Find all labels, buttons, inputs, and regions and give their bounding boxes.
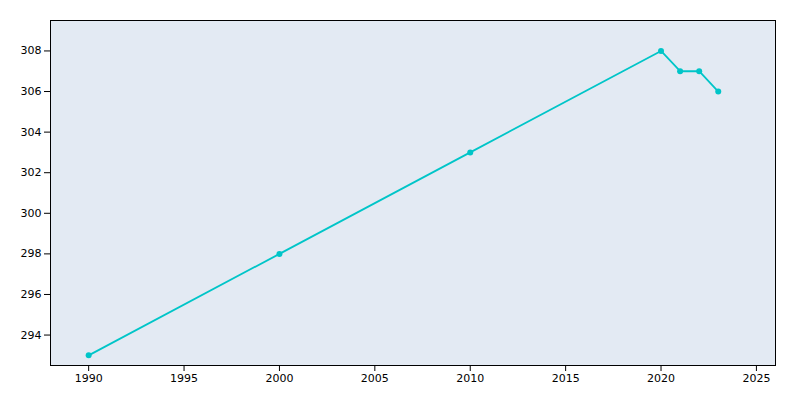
svg-text:2025: 2025 [742,372,770,385]
svg-text:2005: 2005 [361,372,389,385]
svg-text:1990: 1990 [75,372,103,385]
svg-text:300: 300 [21,207,42,220]
svg-text:2015: 2015 [552,372,580,385]
svg-text:296: 296 [21,288,42,301]
svg-text:1995: 1995 [170,372,198,385]
svg-text:2000: 2000 [265,372,293,385]
svg-text:2020: 2020 [647,372,675,385]
svg-text:308: 308 [21,44,42,57]
svg-text:302: 302 [21,166,42,179]
svg-text:306: 306 [21,85,42,98]
svg-text:304: 304 [21,126,42,139]
svg-text:294: 294 [21,329,42,342]
svg-text:298: 298 [21,247,42,260]
svg-text:2010: 2010 [456,372,484,385]
